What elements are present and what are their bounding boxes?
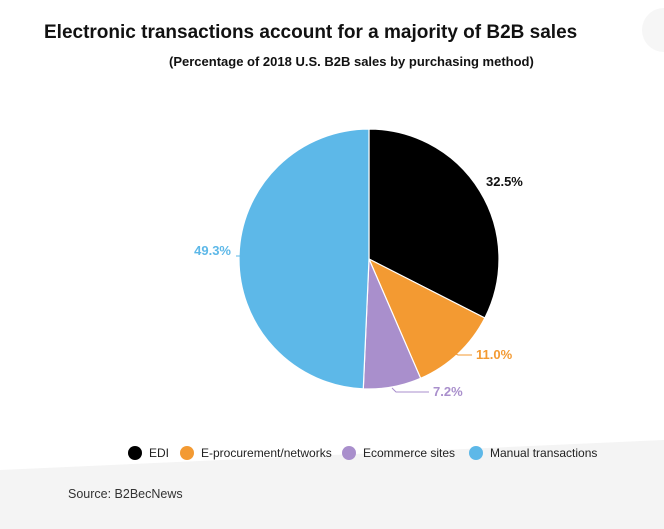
leader-line-ecommerce-sites [391,387,429,393]
legend-label-e-procurement-networks: E-procurement/networks [201,446,332,460]
background-band [0,440,664,529]
legend-swatch-edi [128,446,142,460]
data-label-manual-transactions: 49.3% [194,243,231,258]
legend-item-manual-transactions: Manual transactions [469,446,597,460]
legend-label-edi: EDI [149,446,169,460]
legend-label-ecommerce-sites: Ecommerce sites [363,446,455,460]
data-label-e-procurement-networks: 11.0% [476,347,513,362]
data-label-edi: 32.5% [486,174,523,189]
legend-swatch-ecommerce-sites [342,446,356,460]
pie-slice-edi [368,128,500,319]
pie-slice-e-procurement-networks [367,257,486,380]
chart-title: Electronic transactions account for a ma… [44,22,577,43]
pie-slice-manual-transactions [238,128,370,390]
source-note: Source: B2BecNews [68,487,183,501]
chart-subtitle: (Percentage of 2018 U.S. B2B sales by pu… [169,54,534,69]
legend: EDI E-procurement/networks Ecommerce sites… [128,446,597,460]
data-labels: 32.5% 11.0% 7.2% 49.3% [194,174,523,399]
legend-swatch-e-procurement-networks [180,446,194,460]
leader-line-e-procurement-networks [440,346,472,356]
legend-item-e-procurement-networks: E-procurement/networks [180,446,332,460]
legend-item-edi: EDI [128,446,169,460]
pie-slices [238,128,500,390]
legend-swatch-manual-transactions [469,446,483,460]
legend-item-ecommerce-sites: Ecommerce sites [342,446,455,460]
data-label-ecommerce-sites: 7.2% [433,384,463,399]
legend-label-manual-transactions: Manual transactions [490,446,597,460]
corner-decoration [642,8,664,52]
leader-lines [236,255,472,393]
